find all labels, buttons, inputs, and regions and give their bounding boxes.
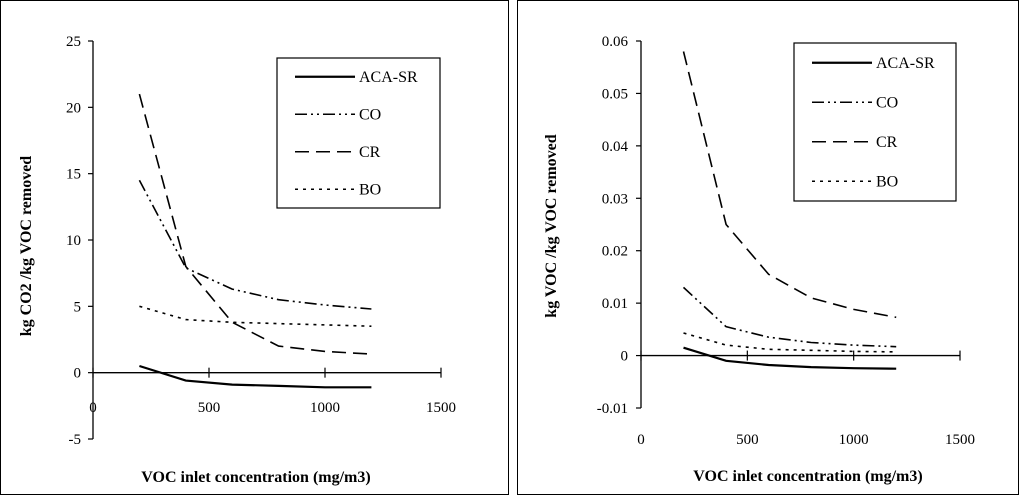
series-line-co: [138, 179, 372, 310]
x-tick-label: 1000: [310, 400, 340, 416]
x-tick-label: 0: [89, 400, 97, 416]
legend-label: ACA-SR: [359, 69, 418, 86]
x-tick-label: 0: [637, 432, 645, 448]
series-line-bo: [683, 332, 897, 353]
legend-label: ACA-SR: [876, 55, 935, 72]
y-tick-label: 10: [66, 233, 81, 249]
y-tick-label: 0.04: [602, 139, 629, 155]
y-tick-label: -5: [69, 432, 82, 448]
x-axis-title: VOC inlet concentration (mg/m3): [141, 469, 370, 486]
x-tick-label: 1500: [426, 400, 456, 416]
x-tick-label: 1000: [839, 432, 869, 448]
y-tick-label: 15: [66, 167, 81, 183]
y-axis-title: kg VOC /kg VOC removed: [543, 134, 560, 317]
y-tick-label: 5: [74, 299, 82, 315]
y-tick-label: 0.06: [602, 34, 629, 50]
chart-right: -0.01 0 0.01 0.02 0.03 0.04 0.05 0.06 0 500 1000 15…: [543, 34, 975, 485]
series-line-cr: [682, 51, 897, 319]
y-tick-label: -0.01: [597, 401, 628, 417]
legend-label: BO: [876, 173, 898, 190]
y-tick-label: 0.02: [602, 244, 628, 260]
x-tick-label: 1500: [945, 432, 975, 448]
y-axis-title: kg CO2 /kg VOC removed: [18, 156, 35, 337]
y-tick-label: 0: [621, 349, 629, 365]
chart-panel-right: -0.01 0 0.01 0.02 0.03 0.04 0.05 0.06 0 500 1000 15…: [517, 0, 1019, 495]
y-tick-label: 0.01: [602, 296, 628, 312]
y-tick-label: 20: [66, 100, 81, 116]
legend-box: [276, 57, 441, 209]
series-line-aca-sr: [683, 346, 897, 370]
chart-left: -5 0 5 10 15 20 25 0 500 1000 1500 ACA-SR CO CR BO kg C…: [18, 34, 456, 486]
legend-label: CO: [876, 94, 898, 111]
legend-label: CR: [359, 144, 381, 161]
legend-box: [793, 42, 957, 202]
legend-label: BO: [359, 181, 381, 198]
legend-label: CO: [359, 106, 381, 123]
x-tick-label: 500: [736, 432, 759, 448]
x-tick-label: 500: [198, 400, 221, 416]
series-line-bo: [139, 305, 372, 327]
chart-panel-left: -5 0 5 10 15 20 25 0 500 1000 1500 ACA-SR CO CR BO kg C…: [0, 0, 509, 495]
y-tick-label: 0: [74, 366, 82, 382]
series-line-co: [682, 286, 897, 348]
y-tick-label: 0.05: [602, 86, 628, 102]
x-axis-title: VOC inlet concentration (mg/m3): [693, 468, 922, 485]
series-line-aca-sr: [139, 364, 372, 389]
series-line-cr: [138, 93, 372, 355]
legend-label: CR: [876, 134, 898, 151]
y-tick-label: 25: [66, 34, 81, 50]
y-tick-label: 0.03: [602, 191, 628, 207]
